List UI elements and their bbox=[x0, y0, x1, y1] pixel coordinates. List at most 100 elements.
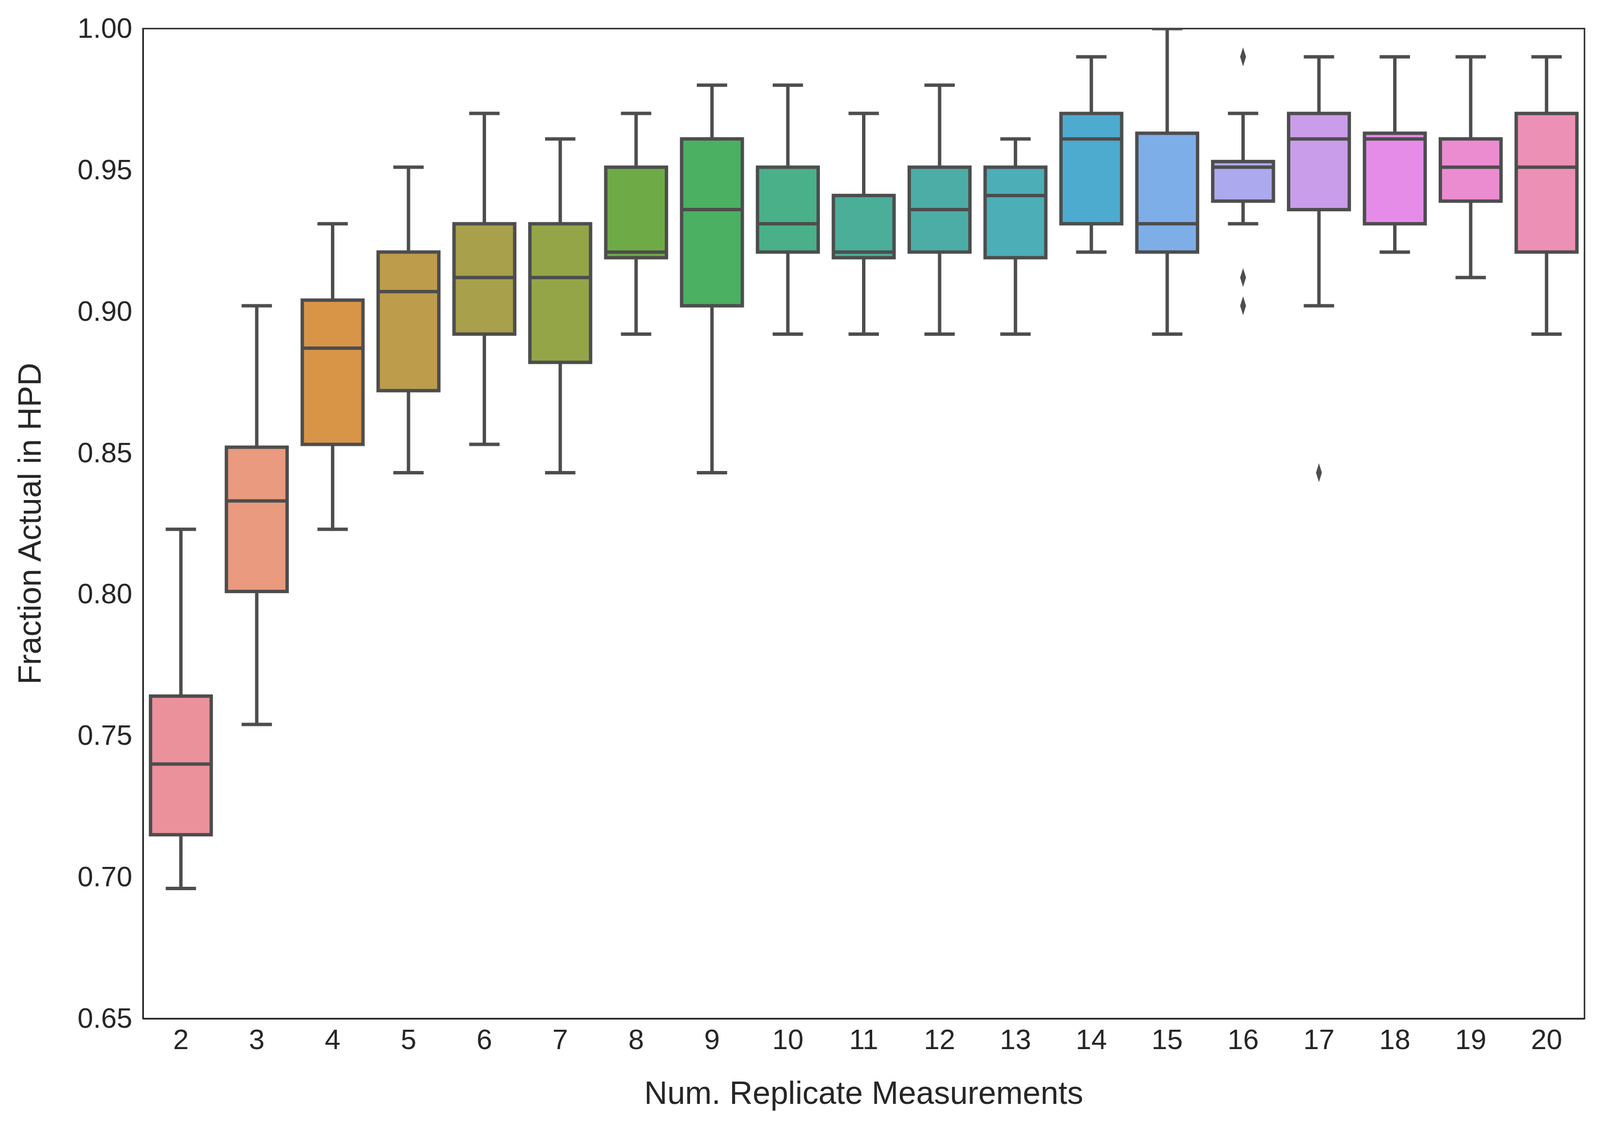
box bbox=[1516, 113, 1577, 252]
box bbox=[1364, 133, 1426, 224]
whisker-low bbox=[1469, 201, 1473, 278]
y-tick-label: 0.85 bbox=[77, 436, 133, 469]
median bbox=[909, 207, 970, 212]
box-group bbox=[833, 113, 895, 334]
x-tick-label: 2 bbox=[172, 1023, 189, 1055]
cap-low bbox=[241, 722, 273, 726]
box-group bbox=[530, 139, 591, 473]
y-tick-label: 0.65 bbox=[77, 1002, 133, 1034]
x-tick-label: 3 bbox=[249, 1023, 265, 1055]
x-tick: 14 bbox=[1075, 1018, 1108, 1055]
box-group bbox=[377, 167, 439, 473]
x-tick-label: 7 bbox=[552, 1023, 568, 1055]
cap-low bbox=[1152, 332, 1183, 336]
whisker-low bbox=[1317, 209, 1321, 306]
box bbox=[605, 167, 667, 258]
median bbox=[302, 346, 363, 350]
y-tick-label: 0.80 bbox=[77, 577, 133, 610]
box bbox=[302, 299, 363, 445]
cap-high bbox=[317, 221, 348, 226]
box-group bbox=[150, 529, 212, 889]
box bbox=[454, 223, 515, 335]
box bbox=[757, 167, 818, 252]
x-tick: 2 bbox=[172, 1018, 189, 1055]
whisker-high bbox=[634, 113, 638, 168]
median bbox=[1440, 165, 1502, 170]
box bbox=[377, 251, 439, 391]
cap-low bbox=[1076, 250, 1107, 254]
whisker-high bbox=[1165, 28, 1169, 134]
whisker-low bbox=[254, 591, 259, 725]
whisker-low bbox=[938, 251, 942, 334]
y-tick: 0.65 bbox=[77, 1002, 143, 1034]
x-tick-label: 5 bbox=[400, 1023, 417, 1055]
cap-high bbox=[1000, 137, 1031, 141]
y-tick: 1.00 bbox=[77, 12, 143, 44]
whisker-low bbox=[862, 257, 866, 335]
whisker-low bbox=[482, 333, 487, 445]
outlier bbox=[1239, 47, 1246, 67]
whisker-low bbox=[1165, 251, 1169, 334]
box bbox=[681, 139, 743, 306]
x-tick-label: 8 bbox=[628, 1023, 644, 1055]
whisker-low bbox=[710, 305, 714, 473]
x-tick-label: 14 bbox=[1075, 1023, 1108, 1055]
cap-high bbox=[165, 527, 197, 532]
x-axis: 234567891011121314151617181920 bbox=[143, 1018, 1585, 1055]
median bbox=[454, 275, 515, 280]
median bbox=[985, 193, 1046, 198]
box-group bbox=[985, 139, 1046, 335]
cap-low bbox=[1455, 275, 1487, 280]
whisker-high bbox=[330, 223, 335, 301]
cap-low bbox=[469, 442, 500, 447]
box-group bbox=[1212, 47, 1274, 316]
cap-high bbox=[393, 165, 424, 170]
x-tick-label: 10 bbox=[772, 1023, 804, 1055]
cap-high bbox=[545, 137, 576, 141]
cap-high bbox=[696, 83, 728, 87]
whisker-high bbox=[1393, 56, 1397, 134]
box-group bbox=[681, 85, 743, 473]
cap-high bbox=[924, 83, 956, 87]
median bbox=[1288, 137, 1350, 141]
median bbox=[1516, 165, 1577, 170]
x-tick: 13 bbox=[999, 1018, 1032, 1055]
plot-area: 0.650.700.750.800.850.900.951.0023456789… bbox=[77, 12, 1585, 1055]
y-tick: 0.75 bbox=[77, 719, 143, 751]
median bbox=[833, 250, 895, 254]
whisker-low bbox=[785, 251, 790, 334]
cap-low bbox=[1531, 332, 1562, 336]
whisker-low bbox=[407, 390, 411, 473]
x-tick: 5 bbox=[400, 1018, 417, 1055]
cap-high bbox=[469, 111, 500, 116]
x-tick-label: 16 bbox=[1227, 1023, 1259, 1055]
x-axis-title: Num. Replicate Measurements bbox=[643, 1074, 1083, 1111]
box-group bbox=[605, 113, 667, 334]
x-tick-label: 6 bbox=[476, 1023, 492, 1055]
cap-high bbox=[1455, 55, 1487, 59]
x-tick-label: 17 bbox=[1303, 1023, 1335, 1055]
x-tick: 18 bbox=[1379, 1018, 1411, 1055]
cap-high bbox=[1303, 55, 1335, 59]
whisker-low bbox=[1013, 257, 1018, 335]
y-tick: 0.80 bbox=[77, 577, 143, 610]
median bbox=[1364, 137, 1426, 141]
box-group bbox=[226, 305, 287, 725]
plot-frame bbox=[142, 28, 1585, 1019]
outlier bbox=[1239, 296, 1246, 316]
y-tick: 0.90 bbox=[77, 295, 143, 327]
cap-low bbox=[1379, 250, 1411, 254]
box bbox=[833, 195, 895, 258]
y-tick-label: 0.95 bbox=[77, 153, 133, 186]
cap-low bbox=[696, 470, 728, 475]
median bbox=[757, 221, 818, 226]
y-tick-label: 0.75 bbox=[77, 719, 133, 751]
x-tick-label: 12 bbox=[924, 1023, 956, 1055]
median bbox=[1212, 165, 1274, 170]
x-tick: 16 bbox=[1227, 1018, 1259, 1055]
box-group bbox=[1288, 56, 1350, 483]
box-group bbox=[757, 85, 818, 335]
whisker-high bbox=[482, 113, 487, 224]
y-tick: 0.95 bbox=[77, 153, 143, 186]
box-group bbox=[302, 223, 363, 530]
